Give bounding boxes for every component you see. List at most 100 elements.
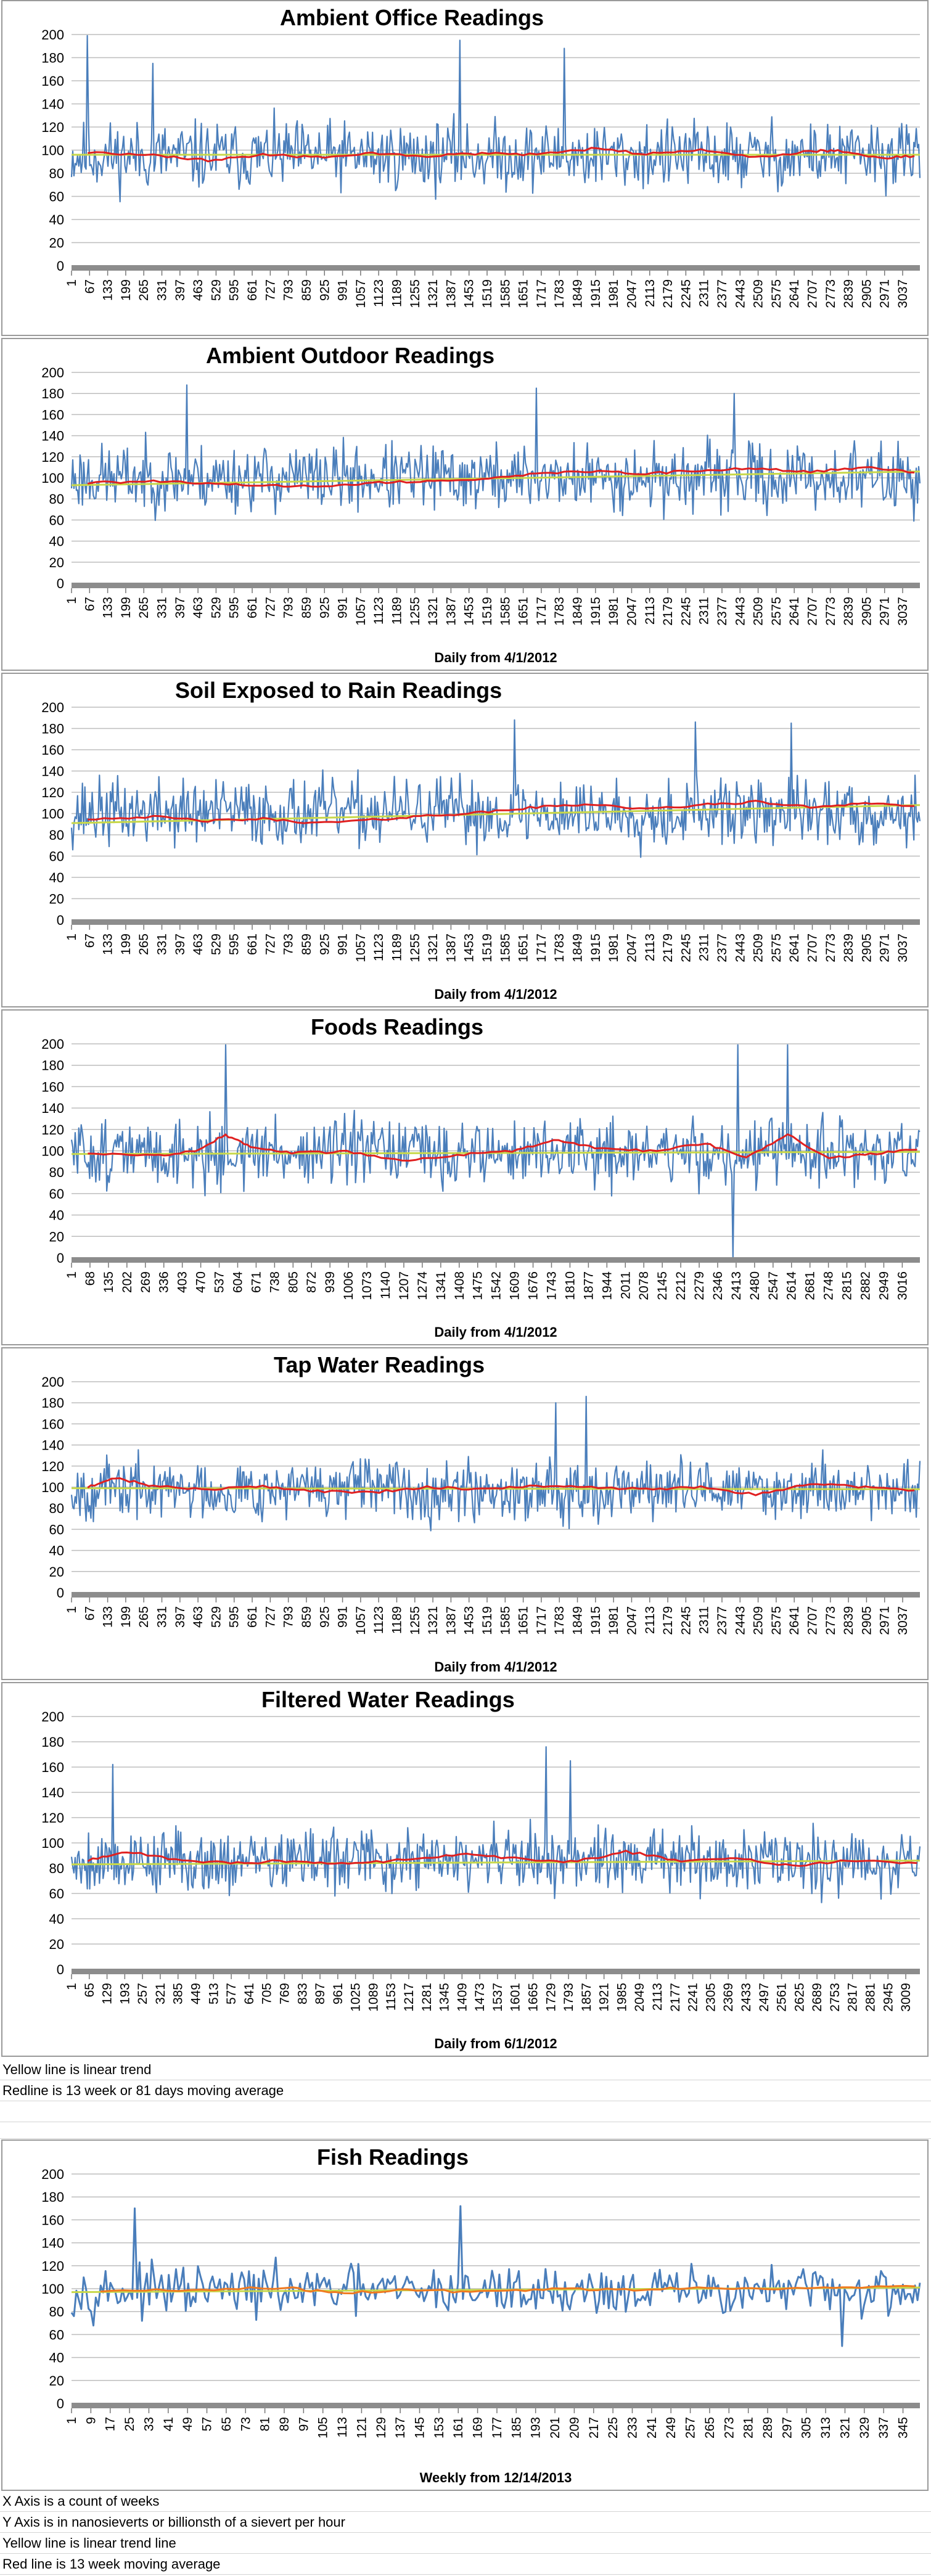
x-tick-label: 1981 bbox=[607, 279, 621, 308]
note-red-average: Red line is 13 week moving average bbox=[0, 2554, 931, 2575]
x-tick-label: 1123 bbox=[372, 933, 386, 961]
x-tick-label: 2049 bbox=[633, 1983, 647, 2012]
chart-panel-3: Foods Readings 0 20 40 60 80 100 120 140 160 180 20… bbox=[1, 1009, 929, 1345]
x-tick-label: 67 bbox=[83, 933, 97, 948]
x-tick-label: 727 bbox=[263, 1606, 277, 1628]
x-tick-label: 397 bbox=[173, 597, 187, 618]
y-tick-label: 0 bbox=[57, 1250, 64, 1266]
y-tick-label: 120 bbox=[41, 120, 64, 135]
x-tick-label: 1849 bbox=[571, 597, 585, 626]
x-tick-label: 3009 bbox=[899, 1983, 913, 2012]
x-tick-label: 199 bbox=[119, 597, 133, 618]
y-tick-label: 200 bbox=[41, 1709, 64, 1725]
y-tick-label: 160 bbox=[41, 1760, 64, 1775]
x-axis-band bbox=[72, 919, 920, 925]
x-tick-label: 1783 bbox=[552, 1606, 567, 1635]
x-tick-label: 2047 bbox=[625, 1606, 639, 1635]
x-tick-label: 1981 bbox=[607, 1606, 621, 1635]
x-axis-label: Daily from 4/1/2012 bbox=[434, 1659, 557, 1675]
x-tick-label: 2905 bbox=[859, 597, 874, 626]
x-tick-label: 859 bbox=[300, 279, 314, 301]
x-tick-label: 249 bbox=[664, 2417, 678, 2439]
x-tick-label: 2881 bbox=[863, 1983, 877, 2012]
x-tick-label: 2480 bbox=[748, 1271, 762, 1300]
x-tick-label: 1 bbox=[65, 597, 79, 604]
x-tick-label: 1189 bbox=[390, 597, 404, 625]
x-tick-label: 1849 bbox=[571, 1606, 585, 1635]
x-tick-label: 313 bbox=[819, 2417, 833, 2439]
x-tick-label: 2971 bbox=[878, 279, 892, 308]
x-tick-label: 1321 bbox=[426, 279, 440, 308]
x-tick-label: 1585 bbox=[498, 279, 512, 308]
x-tick-label: 225 bbox=[606, 2417, 620, 2439]
x-tick-label: 2509 bbox=[752, 279, 766, 308]
x-tick-label: 2681 bbox=[803, 1271, 818, 1300]
x-tick-label: 2575 bbox=[769, 597, 784, 626]
x-tick-label: 265 bbox=[137, 933, 151, 955]
x-tick-label: 2047 bbox=[625, 597, 639, 626]
x-axis-band bbox=[72, 583, 920, 588]
y-tick-label: 60 bbox=[49, 849, 64, 864]
x-tick-label: 2113 bbox=[643, 597, 657, 625]
x-tick-label: 529 bbox=[209, 1606, 223, 1628]
x-tick-label: 321 bbox=[154, 1983, 168, 2004]
x-tick-label: 2641 bbox=[787, 1606, 802, 1635]
y-tick-label: 160 bbox=[41, 73, 64, 89]
x-tick-label: 859 bbox=[300, 597, 314, 618]
x-tick-label: 1542 bbox=[490, 1271, 504, 1300]
x-tick-label: 33 bbox=[142, 2417, 156, 2431]
x-tick-label: 470 bbox=[194, 1271, 208, 1293]
x-tick-label: 1387 bbox=[444, 933, 458, 962]
x-tick-label: 2311 bbox=[697, 279, 712, 307]
x-tick-label: 1729 bbox=[544, 1983, 558, 2012]
x-tick-label: 738 bbox=[268, 1271, 282, 1293]
x-tick-label: 1651 bbox=[517, 1606, 531, 1635]
y-tick-label: 80 bbox=[49, 1165, 64, 1180]
x-tick-label: 321 bbox=[838, 2417, 852, 2439]
series-trend-line bbox=[71, 2286, 921, 2294]
x-axis-label: Daily from 6/1/2012 bbox=[434, 2036, 557, 2051]
y-tick-label: 100 bbox=[41, 1480, 64, 1495]
x-tick-label: 3037 bbox=[896, 597, 910, 626]
x-tick-label: 1274 bbox=[416, 1271, 430, 1300]
x-tick-label: 1921 bbox=[597, 1983, 612, 2012]
x-tick-label: 859 bbox=[300, 1606, 314, 1628]
y-tick-label: 100 bbox=[41, 143, 64, 158]
y-tick-label: 60 bbox=[49, 1186, 64, 1202]
x-tick-label: 2245 bbox=[679, 933, 693, 962]
x-tick-label: 3037 bbox=[896, 1606, 910, 1635]
x-tick-label: 1783 bbox=[552, 279, 567, 308]
x-tick-label: 81 bbox=[258, 2417, 273, 2431]
y-tick-label: 180 bbox=[41, 1058, 64, 1073]
x-tick-label: 2949 bbox=[877, 1271, 891, 1300]
x-tick-label: 305 bbox=[800, 2417, 814, 2439]
x-axis-band bbox=[72, 1592, 920, 1598]
x-tick-label: 2245 bbox=[679, 279, 693, 308]
chart-panel-0: Ambient Office Readings 0 20 40 60 80 100 120 14… bbox=[1, 0, 929, 336]
y-tick-label: 60 bbox=[49, 189, 64, 205]
x-tick-label: 281 bbox=[742, 2417, 756, 2439]
x-tick-label: 1810 bbox=[563, 1271, 577, 1300]
x-tick-label: 68 bbox=[83, 1271, 97, 1286]
x-tick-label: 57 bbox=[200, 2417, 215, 2431]
x-tick-label: 1651 bbox=[517, 597, 531, 626]
x-tick-label: 2971 bbox=[878, 933, 892, 962]
x-tick-label: 1255 bbox=[408, 279, 422, 308]
x-axis-label: Weekly from 12/14/2013 bbox=[420, 2470, 572, 2485]
x-tick-label: 217 bbox=[587, 2417, 601, 2439]
x-tick-label: 2561 bbox=[775, 1983, 789, 2012]
x-tick-label: 2641 bbox=[787, 933, 802, 962]
series-moving-average-line bbox=[87, 466, 915, 488]
x-tick-label: 1 bbox=[65, 279, 79, 287]
x-tick-label: 1189 bbox=[390, 1606, 404, 1634]
y-tick-label: 180 bbox=[41, 1395, 64, 1411]
x-tick-label: 2377 bbox=[715, 279, 729, 308]
x-tick-label: 2413 bbox=[729, 1271, 744, 1300]
chart-title: Ambient Office Readings bbox=[280, 5, 544, 30]
x-tick-label: 2113 bbox=[643, 1606, 657, 1634]
x-tick-label: 1057 bbox=[354, 597, 368, 626]
x-tick-label: 241 bbox=[645, 2417, 659, 2439]
x-tick-label: 872 bbox=[305, 1271, 319, 1293]
x-tick-label: 537 bbox=[213, 1271, 227, 1293]
x-tick-label: 331 bbox=[155, 597, 170, 618]
